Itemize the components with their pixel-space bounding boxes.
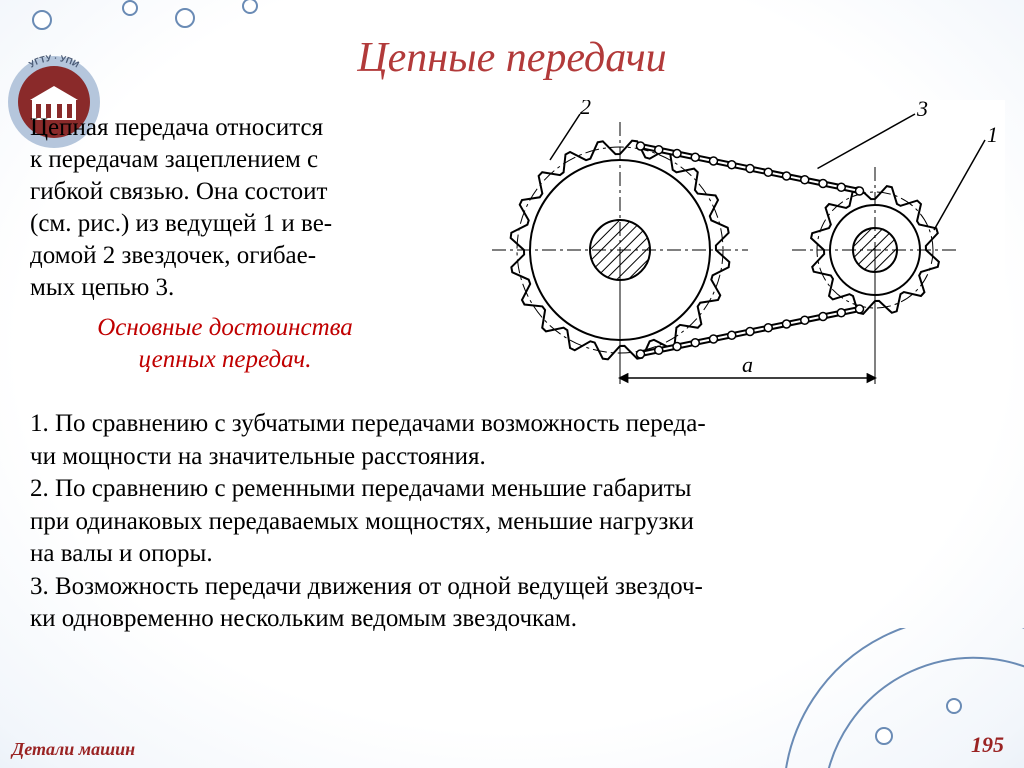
slide-title: Цепные передачи [0, 34, 1024, 82]
svg-text:3: 3 [916, 100, 928, 121]
list-line: 2. По сравнению с ременными передачами м… [30, 473, 995, 506]
intro-line: к передачам зацеплением с [30, 144, 490, 176]
list-line: чи мощности на значительные расстояния. [30, 441, 995, 474]
svg-text:a: a [742, 352, 753, 377]
list-line: 3. Возможность передачи движения от одно… [30, 571, 995, 604]
intro-line: Цепная передача относится [30, 112, 490, 144]
list-line: 1. По сравнению с зубчатыми передачами в… [30, 408, 995, 441]
intro-line: домой 2 звездочек, огибае- [30, 240, 490, 272]
chain-drive-diagram: 2 3 1 a [445, 100, 1005, 400]
subheading: Основные достоинства цепных передач. [30, 312, 420, 376]
list-line: при одинаковых передаваемых мощностях, м… [30, 506, 995, 539]
subheading-line: цепных передач. [30, 344, 420, 376]
svg-text:2: 2 [580, 100, 591, 119]
page-number: 195 [971, 732, 1004, 758]
intro-paragraph: Цепная передача относится к передачам за… [30, 112, 490, 376]
intro-line: гибкой связью. Она состоит [30, 176, 490, 208]
intro-line: мых цепью 3. [30, 272, 490, 304]
list-line: на валы и опоры. [30, 538, 995, 571]
list-line: ки одновременно нескольким ведомым звезд… [30, 603, 995, 636]
subheading-line: Основные достоинства [30, 312, 420, 344]
advantages-list: 1. По сравнению с зубчатыми передачами в… [30, 408, 995, 636]
slide: УГТУ · УПИ Цепные передачи Цепная переда… [0, 0, 1024, 768]
svg-text:1: 1 [987, 122, 998, 147]
footer-caption: Детали машин [12, 739, 135, 760]
intro-line: (см. рис.) из ведущей 1 и ве- [30, 208, 490, 240]
